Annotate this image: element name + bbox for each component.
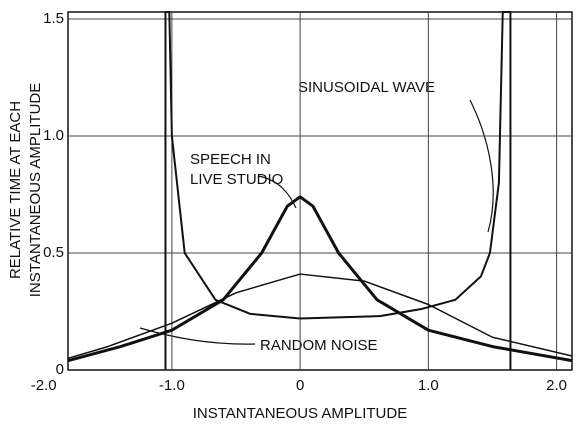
arrow bbox=[257, 175, 297, 209]
y-tick-label: 0.5 bbox=[43, 244, 64, 261]
annotation: SPEECH IN bbox=[190, 151, 271, 168]
plot-frame bbox=[67, 11, 573, 371]
x-tick-label: 1.0 bbox=[418, 377, 439, 394]
x-axis-label: INSTANTANEOUS AMPLITUDE bbox=[193, 405, 407, 422]
annotation: RANDOM NOISE bbox=[260, 337, 378, 354]
y-axis-label: RELATIVE TIME AT EACH bbox=[7, 101, 24, 279]
x-tick-label: -2.0 bbox=[31, 377, 57, 394]
annotation: SINUSOIDAL WAVE bbox=[298, 79, 435, 96]
y-tick-label: 0 bbox=[56, 361, 64, 378]
arrow bbox=[469, 99, 494, 233]
y-tick-label: 1.0 bbox=[43, 127, 64, 144]
line-series bbox=[67, 195, 573, 363]
line-series bbox=[67, 273, 573, 360]
y-tick-label: 1.5 bbox=[43, 10, 64, 27]
line-series bbox=[164, 11, 512, 370]
annotation: LIVE STUDIO bbox=[190, 171, 283, 188]
x-tick-label: 2.0 bbox=[546, 377, 567, 394]
y-axis-label: INSTANTANEOUS AMPLITUDE bbox=[27, 83, 44, 297]
x-tick-label: -1.0 bbox=[159, 377, 185, 394]
x-tick-label: 0 bbox=[296, 377, 304, 394]
